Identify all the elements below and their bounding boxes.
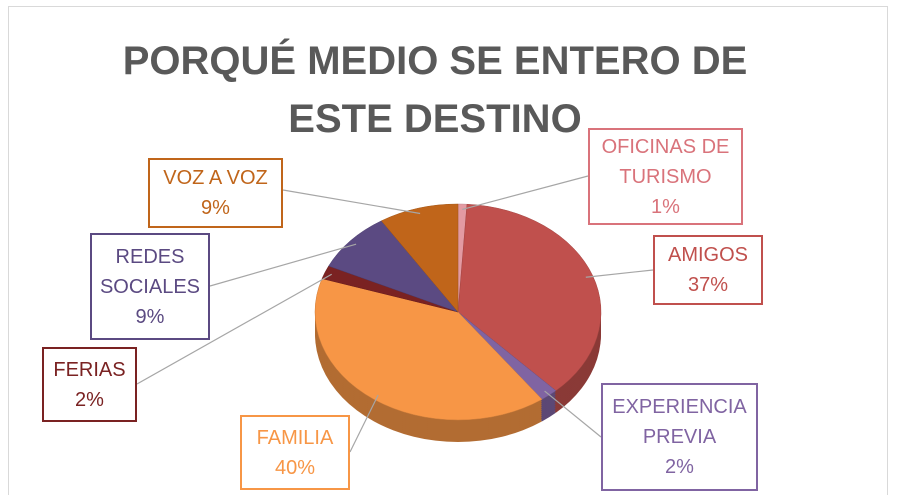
chart-frame [8, 6, 888, 495]
leader-line [136, 273, 332, 385]
leader-line [282, 189, 421, 215]
data-label: FERIAS 2% [42, 347, 137, 422]
value-label: 1% [651, 195, 680, 218]
category-label: FAMILIA [256, 426, 334, 449]
category-label: EXPERIENCIA PREVIA [612, 396, 747, 448]
category-label: FERIAS [53, 358, 126, 381]
slice [457, 203, 602, 392]
data-label: VOZ A VOZ 9% [148, 158, 283, 228]
leader-line [544, 390, 602, 438]
value-label: 37% [687, 274, 729, 296]
slice [314, 278, 543, 421]
value-label: 40% [274, 456, 316, 479]
slice [328, 220, 459, 313]
data-label: EXPERIENCIA PREVIA 2% [601, 383, 758, 491]
category-label: VOZ A VOZ [163, 167, 268, 189]
leader-line [585, 269, 654, 278]
value-label: 2% [75, 388, 104, 411]
value-label: 9% [135, 305, 165, 328]
data-label: OFICINAS DE TURISMO 1% [588, 128, 743, 225]
data-label: REDES SOCIALES 9% [90, 233, 210, 340]
category-label: REDES SOCIALES [99, 245, 201, 298]
chart-title: PORQUÉ MEDIO SE ENTERO DE ESTE DESTINO [122, 39, 748, 141]
data-label: AMIGOS 37% [653, 235, 763, 305]
category-label: AMIGOS [667, 244, 748, 266]
leader-line [349, 394, 379, 453]
data-label: FAMILIA 40% [240, 415, 350, 490]
slice [380, 203, 459, 313]
category-label: OFICINAS DE TURISMO [601, 135, 730, 188]
value-label: 9% [201, 197, 230, 219]
leader-line [462, 175, 589, 211]
leader-line [209, 243, 357, 287]
value-label: 2% [665, 456, 694, 478]
